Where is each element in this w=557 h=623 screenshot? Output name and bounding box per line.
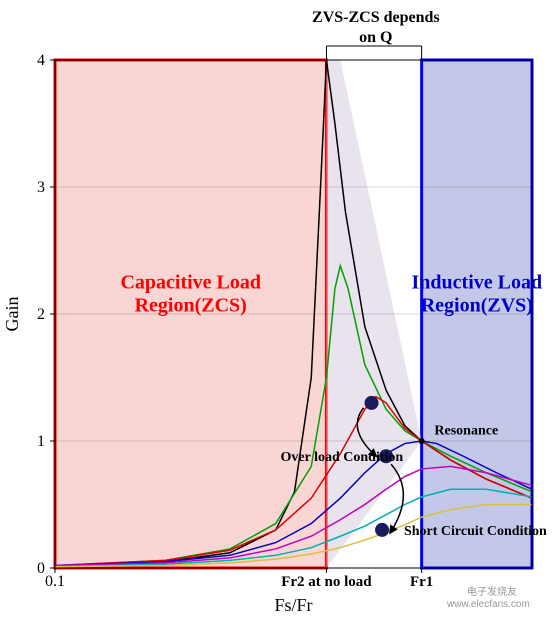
xtick-label-special: Fr2 at no load (281, 574, 372, 590)
inductive-label: Region(ZVS) (421, 295, 533, 317)
capacitive-label: Region(ZCS) (135, 295, 247, 317)
condition-dot (375, 523, 389, 537)
gain-chart: 0 1 2 3 4 0.1 Fr2 at no load Fr1 Fs/Fr Gain ZVS-ZC… (0, 0, 557, 623)
ytick-label: 4 (37, 52, 45, 69)
watermark-text: 电子发烧友 (467, 585, 517, 598)
watermark-url: www.elecfans.com (446, 599, 530, 610)
ytick-label: 1 (37, 433, 45, 450)
xtick-label-special: Fr1 (410, 574, 433, 590)
condition-dot (365, 396, 379, 410)
top-title-line1: ZVS-ZCS depends (312, 9, 440, 26)
resonance-dot (419, 438, 425, 444)
chart-container: 0 1 2 3 4 0.1 Fr2 at no load Fr1 Fs/Fr Gain ZVS-ZC… (0, 0, 557, 623)
ytick-label: 3 (37, 179, 45, 196)
inductive-label: Inductive Load (412, 272, 543, 294)
top-title-line2: on Q (359, 29, 392, 46)
resonance-label: Resonance (434, 424, 498, 439)
overload-label: Over load Condition (281, 450, 404, 465)
xtick-label: 0.1 (45, 573, 65, 590)
xlabel: Fs/Fr (274, 595, 312, 615)
ylabel: Gain (2, 297, 22, 332)
short-label: Short Circuit Condition (404, 524, 547, 539)
ytick-label: 2 (37, 306, 45, 323)
ytick-label: 0 (37, 560, 45, 577)
capacitive-label: Capacitive Load (120, 272, 261, 294)
